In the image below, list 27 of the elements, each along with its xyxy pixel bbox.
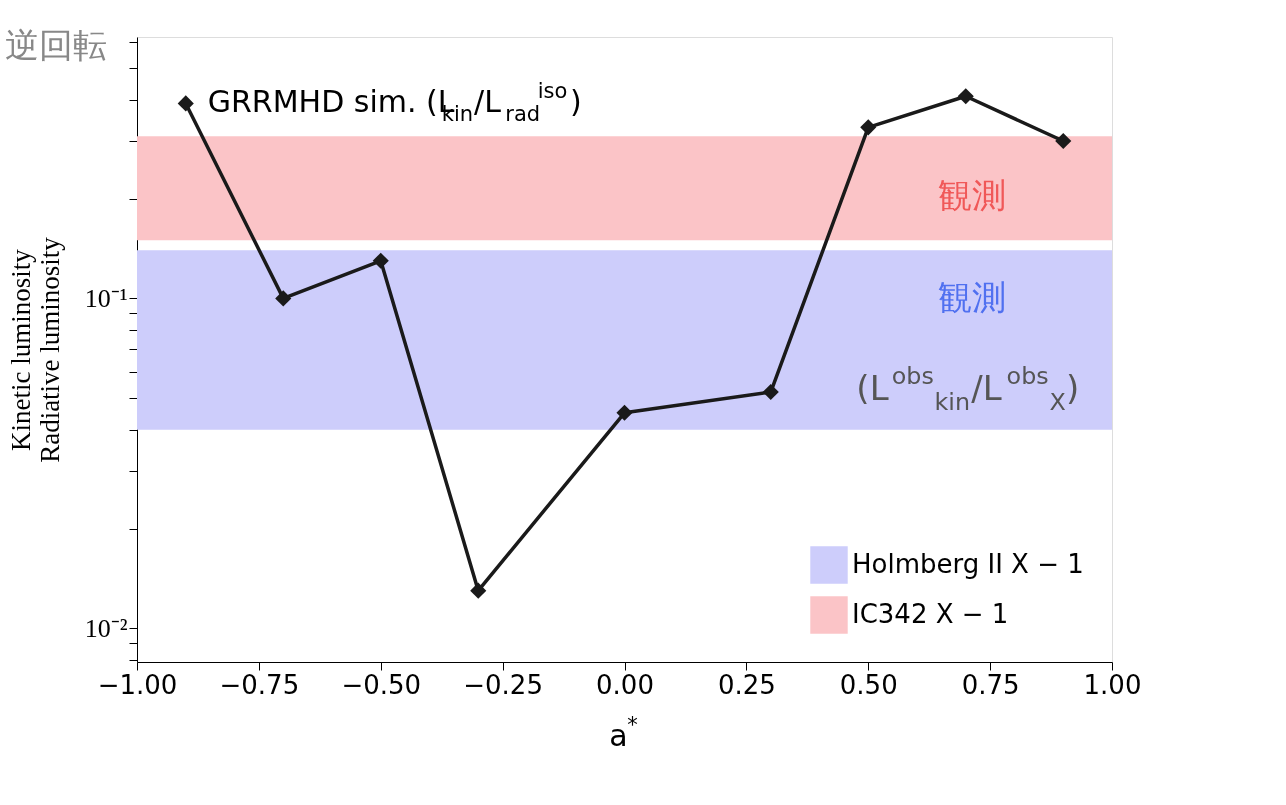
y-tick-label: 10⁻¹: [84, 283, 128, 313]
point: [177, 95, 194, 112]
x-tick-label: −0.50: [341, 669, 422, 700]
x-tick-label: −1.00: [97, 669, 178, 700]
x-axis-title: a*: [609, 712, 638, 753]
x-tick-label: −0.25: [463, 669, 543, 700]
x-tick-label: 1.00: [1083, 669, 1142, 700]
point: [275, 290, 292, 307]
point: [957, 88, 974, 105]
point: [860, 119, 877, 136]
x-tick-label: 0.00: [596, 669, 654, 700]
legend-label: Holmberg II X − 1: [852, 549, 1084, 579]
point: [1055, 132, 1072, 150]
point: [616, 404, 633, 421]
x-tick-label: 0.50: [839, 669, 898, 700]
point: [372, 252, 389, 269]
x-tick-label: 0.75: [961, 669, 1020, 700]
x-tick-label: −0.75: [219, 669, 300, 700]
annotation: 観測: [938, 277, 1006, 317]
y-tick-label: 10⁻²: [84, 613, 128, 643]
point: [762, 383, 779, 401]
x-tick-label: 0.25: [717, 669, 776, 700]
y-axis-title: Kinetic luminosity Radiative luminosity: [5, 236, 65, 463]
text: 逆回転: [5, 25, 107, 65]
point: [470, 582, 487, 599]
annotation: 観測: [938, 175, 1006, 215]
legend-label: IC342 X − 1: [852, 599, 1009, 629]
